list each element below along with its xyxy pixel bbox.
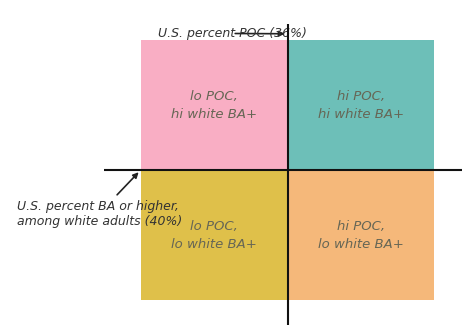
Text: U.S. percent POC (36%): U.S. percent POC (36%) [158, 27, 307, 40]
Text: hi POC,
hi white BA+: hi POC, hi white BA+ [318, 90, 404, 121]
Bar [288, 40, 435, 170]
Bar [288, 170, 435, 300]
Text: U.S. percent BA or higher,
among white adults (40%): U.S. percent BA or higher, among white a… [17, 174, 182, 228]
Bar [141, 40, 288, 170]
Text: lo POC,
hi white BA+: lo POC, hi white BA+ [171, 90, 257, 121]
Text: lo POC,
lo white BA+: lo POC, lo white BA+ [171, 220, 257, 251]
Text: hi POC,
lo white BA+: hi POC, lo white BA+ [318, 220, 404, 251]
Bar [141, 170, 288, 300]
